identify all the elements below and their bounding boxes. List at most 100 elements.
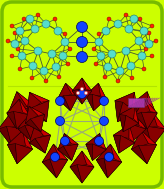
- Polygon shape: [8, 107, 27, 130]
- Polygon shape: [77, 165, 94, 183]
- Polygon shape: [27, 111, 42, 125]
- Polygon shape: [111, 144, 122, 162]
- Polygon shape: [30, 92, 49, 107]
- Polygon shape: [27, 102, 47, 122]
- Polygon shape: [115, 92, 134, 107]
- Polygon shape: [115, 92, 134, 102]
- Circle shape: [54, 27, 62, 35]
- Polygon shape: [7, 111, 25, 129]
- Polygon shape: [33, 124, 42, 143]
- Circle shape: [76, 91, 80, 95]
- Circle shape: [30, 76, 34, 80]
- Polygon shape: [115, 101, 123, 122]
- Polygon shape: [139, 126, 157, 147]
- Polygon shape: [147, 111, 157, 129]
- Polygon shape: [108, 159, 122, 178]
- Circle shape: [59, 52, 67, 60]
- Polygon shape: [141, 130, 157, 145]
- Circle shape: [94, 136, 103, 146]
- Circle shape: [57, 75, 61, 79]
- Polygon shape: [72, 89, 82, 104]
- Polygon shape: [128, 107, 137, 130]
- Polygon shape: [130, 124, 146, 143]
- Polygon shape: [58, 144, 72, 160]
- Polygon shape: [147, 144, 157, 164]
- Polygon shape: [86, 83, 98, 95]
- Polygon shape: [92, 146, 106, 160]
- FancyBboxPatch shape: [2, 2, 162, 187]
- Circle shape: [100, 97, 109, 105]
- Polygon shape: [96, 158, 108, 178]
- Circle shape: [103, 75, 107, 79]
- Polygon shape: [0, 111, 12, 129]
- Polygon shape: [58, 146, 72, 160]
- Polygon shape: [17, 112, 29, 129]
- Circle shape: [61, 136, 70, 146]
- Circle shape: [97, 32, 101, 36]
- Polygon shape: [53, 144, 68, 160]
- Circle shape: [100, 116, 109, 125]
- Polygon shape: [117, 102, 137, 122]
- Polygon shape: [152, 111, 164, 129]
- Circle shape: [140, 27, 148, 35]
- Polygon shape: [58, 83, 66, 99]
- Polygon shape: [86, 144, 92, 160]
- Polygon shape: [29, 106, 44, 115]
- Circle shape: [107, 17, 111, 21]
- Polygon shape: [131, 145, 147, 164]
- Polygon shape: [139, 111, 157, 129]
- Polygon shape: [131, 125, 146, 143]
- Polygon shape: [139, 130, 157, 145]
- Polygon shape: [29, 135, 45, 153]
- Polygon shape: [147, 111, 164, 129]
- Polygon shape: [27, 92, 41, 113]
- Circle shape: [154, 39, 158, 43]
- Circle shape: [78, 90, 86, 98]
- Circle shape: [144, 47, 148, 51]
- Polygon shape: [141, 112, 157, 129]
- Polygon shape: [72, 144, 78, 160]
- Polygon shape: [7, 99, 23, 113]
- Circle shape: [138, 17, 142, 21]
- Polygon shape: [147, 92, 156, 115]
- Polygon shape: [14, 111, 29, 129]
- Circle shape: [97, 52, 105, 60]
- Polygon shape: [113, 125, 129, 138]
- Polygon shape: [25, 115, 41, 132]
- Circle shape: [16, 27, 24, 35]
- Circle shape: [76, 51, 88, 63]
- Polygon shape: [25, 106, 30, 123]
- Polygon shape: [128, 107, 149, 130]
- Circle shape: [48, 50, 56, 58]
- Polygon shape: [15, 144, 33, 164]
- Polygon shape: [119, 135, 135, 153]
- Polygon shape: [135, 111, 150, 129]
- Circle shape: [138, 52, 146, 60]
- Polygon shape: [12, 111, 25, 129]
- Polygon shape: [15, 130, 33, 149]
- Polygon shape: [141, 99, 157, 113]
- Polygon shape: [117, 107, 137, 122]
- Circle shape: [52, 63, 60, 71]
- Polygon shape: [139, 111, 152, 129]
- Polygon shape: [100, 133, 106, 150]
- Circle shape: [95, 38, 103, 46]
- Polygon shape: [25, 119, 41, 132]
- Polygon shape: [7, 144, 17, 164]
- Polygon shape: [29, 138, 45, 153]
- Circle shape: [114, 20, 122, 28]
- Polygon shape: [86, 133, 100, 144]
- Circle shape: [145, 40, 153, 48]
- Polygon shape: [152, 126, 164, 147]
- Polygon shape: [15, 92, 36, 110]
- Polygon shape: [38, 115, 44, 132]
- Circle shape: [80, 87, 84, 91]
- Circle shape: [18, 52, 26, 60]
- Circle shape: [36, 13, 40, 17]
- Circle shape: [76, 22, 88, 33]
- Polygon shape: [66, 83, 78, 95]
- Polygon shape: [131, 130, 141, 149]
- Polygon shape: [42, 144, 60, 162]
- Polygon shape: [72, 78, 82, 91]
- Polygon shape: [43, 135, 51, 153]
